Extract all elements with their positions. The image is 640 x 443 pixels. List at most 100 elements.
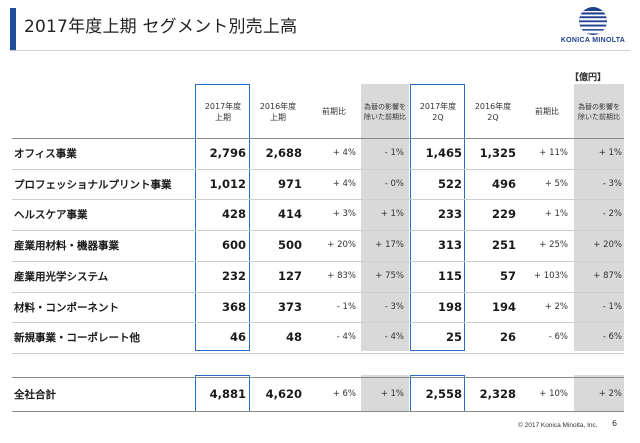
table-row-5-h2016: 373 [277,299,302,314]
table-row-4-q2017: 115 [437,268,462,283]
table-row-2-qyoy: + 1% [544,209,568,220]
table-row-0-q2017: 1,465 [425,146,462,160]
header-2016-half: 2016年度 上期 [251,101,305,123]
table-row-4-qfx: + 87% [593,270,622,281]
table-row-3-qfx: + 20% [593,240,622,251]
table-row-2-h2016: 414 [277,207,302,222]
table-row-5-q2017: 198 [437,299,462,314]
copyright-footer: © 2017 Konica Minolta, Inc. [518,422,598,429]
table-row-6-q2016: 26 [499,330,516,345]
table-row-4-h2016: 127 [277,268,302,283]
total-row-h2017: 4,881 [209,387,246,401]
highlight-box-2017-half [195,84,250,351]
table-row-1-fx: - 0% [384,178,404,189]
table-row-6-fx: - 4% [384,332,404,343]
table-row-2-yoy: + 3% [332,209,356,220]
table-row-2-fx: + 1% [380,209,404,220]
header-2016-2q-line1: 2016年度 [474,102,512,111]
header-fx-2q-line1: 為替の影響を [578,103,620,111]
table-row-0-h2016: 2,688 [265,146,302,160]
total-row-q2017: 2,558 [425,387,462,401]
table-row-4-q2016: 57 [499,268,516,283]
table-row-5-h2017: 368 [221,299,246,314]
row-separator [12,260,624,262]
total-row-qfx: + 2% [598,389,622,399]
total-row-qyoy: + 10% [539,389,568,399]
table-row-2-h2017: 428 [221,207,246,222]
table-row-3-q2017: 313 [437,238,462,253]
table-row-1-qyoy: + 5% [544,178,568,189]
table-row-6-h2017: 46 [229,330,246,345]
header-2017-2q: 2017年度 2Q [412,101,464,123]
table-row-5-label: 材料・コンポーネント [14,301,119,314]
header-2017-2q-line1: 2017年度 [419,102,457,111]
table-row-3-label: 産業用材料・機器事業 [14,240,119,253]
total-top-rule [12,377,624,378]
row-separator [12,168,624,170]
row-separator [12,291,624,293]
table-row-3-q2016: 251 [491,238,516,253]
total-bottom-rule [12,411,624,412]
table-row-1-q2016: 496 [491,176,516,191]
fx-column-shade-quarter-total [574,375,624,412]
table-row-2-label: ヘルスケア事業 [14,209,88,222]
table-row-0-yoy: + 4% [332,148,356,158]
table-row-1-q2017: 522 [437,176,462,191]
row-separator [12,199,624,201]
table-row-3-yoy: + 20% [327,240,356,251]
page-title: 2017年度上期 セグメント別売上高 [24,17,298,37]
table-row-5-fx: - 3% [384,301,404,312]
table-row-4-fx: + 75% [375,270,404,281]
row-separator [12,230,624,232]
table-row-3-h2016: 500 [277,238,302,253]
header-2016-half-line1: 2016年度 [259,102,297,111]
table-row-5-q2016: 194 [491,299,516,314]
table-row-0-qfx: + 1% [598,148,622,158]
fx-column-shade-half [361,84,409,351]
table-row-6-label: 新規事業・コーポレート他 [14,332,140,345]
total-row-label: 全社合計 [14,389,56,401]
title-accent-bar [10,8,16,50]
table-row-6-q2017: 25 [445,330,462,345]
header-yoy-half: 前期比 [309,106,359,117]
table-row-0-label: オフィス事業 [14,148,77,160]
header-fx-half-line2: 除いた前期比 [364,113,406,121]
header-2017-half-line1: 2017年度 [204,102,242,111]
header-rule [12,138,624,139]
table-row-2-qfx: - 2% [602,209,622,220]
header-2017-half-line2: 上期 [215,113,231,122]
table-row-5-qfx: - 1% [602,301,622,312]
table-row-0-qyoy: + 11% [539,148,568,158]
table-row-0-h2017: 2,796 [209,146,246,160]
logo-wordmark: KONICA MINOLTA [560,37,626,44]
header-fx-half-line1: 為替の影響を [364,103,406,111]
table-row-3-qyoy: + 25% [539,240,568,251]
table-row-2-q2016: 229 [491,207,516,222]
header-fx-half: 為替の影響を 除いた前期比 [361,102,409,122]
header-yoy-2q-label: 前期比 [535,107,559,116]
table-row-4-h2017: 232 [221,268,246,283]
table-row-0-fx: - 1% [384,148,404,158]
total-row-h2016: 4,620 [265,387,302,401]
header-fx-2q-line2: 除いた前期比 [578,113,620,121]
table-row-4-label: 産業用光学システム [14,270,109,283]
table-row-1-h2016: 971 [277,176,302,191]
row-separator [12,352,624,354]
table-row-3-fx: + 17% [375,240,404,251]
table-row-5-qyoy: + 2% [544,301,568,312]
header-2016-2q-line2: 2Q [487,113,499,122]
table-row-5-yoy: - 1% [336,301,356,312]
globe-icon [579,7,607,35]
header-2017-2q-line2: 2Q [432,113,444,122]
fx-column-shade-half-total [361,375,409,412]
total-row-yoy: + 6% [332,389,356,399]
table-row-2-q2017: 233 [437,207,462,222]
konica-minolta-logo: KONICA MINOLTA [548,6,638,50]
title-divider [10,50,630,51]
table-row-6-qfx: - 6% [602,332,622,343]
table-row-1-qfx: - 3% [602,178,622,189]
header-2016-half-line2: 上期 [270,113,286,122]
table-row-6-yoy: - 4% [336,332,356,343]
table-row-1-yoy: + 4% [332,178,356,189]
unit-label: 【億円】 [570,73,607,83]
